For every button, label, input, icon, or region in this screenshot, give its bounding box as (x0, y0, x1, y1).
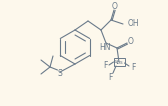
Text: F: F (108, 73, 112, 82)
Text: F: F (131, 63, 135, 73)
Text: S: S (58, 68, 62, 77)
Text: HN: HN (99, 43, 111, 52)
Text: F: F (103, 61, 107, 70)
Text: OH: OH (128, 20, 140, 29)
Text: O: O (128, 38, 134, 47)
Text: Abs: Abs (114, 59, 124, 64)
Text: O: O (112, 2, 118, 11)
Bar (114, 58, 124, 66)
